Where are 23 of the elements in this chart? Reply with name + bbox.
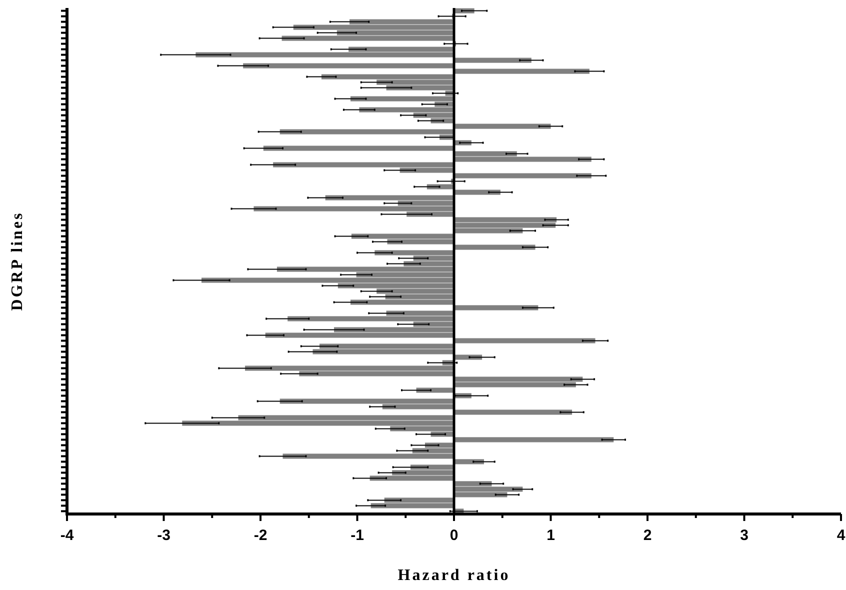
bar	[454, 173, 592, 178]
x-tick-label: 4	[836, 527, 846, 544]
bar	[454, 338, 596, 344]
x-tick-label: -1	[350, 527, 364, 544]
x-tick-label: 3	[740, 527, 748, 544]
x-tick-label: 0	[450, 527, 458, 544]
bar	[454, 124, 551, 129]
bar	[454, 305, 538, 310]
x-tick-label: -4	[60, 527, 74, 544]
x-tick-label: -3	[157, 527, 170, 544]
bar	[454, 244, 536, 250]
bar	[454, 437, 614, 442]
x-tick-label: -2	[254, 527, 268, 544]
bar	[454, 190, 500, 195]
bar	[243, 63, 454, 68]
bar	[454, 58, 532, 63]
x-tick-label: 2	[643, 527, 652, 544]
bar	[454, 410, 572, 415]
bar	[263, 146, 454, 151]
x-tick-label: 1	[546, 527, 555, 544]
x-axis-title: Hazard ratio	[398, 567, 510, 584]
bar	[454, 68, 590, 74]
y-axis-title: DGRP lines	[9, 211, 26, 311]
